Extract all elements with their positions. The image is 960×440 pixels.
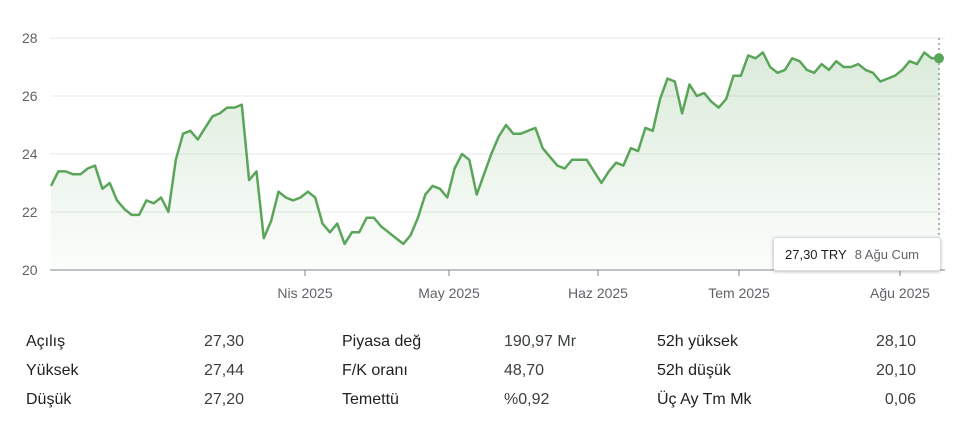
stat-label: Açılış xyxy=(26,333,66,350)
y-tick-label: 28 xyxy=(22,30,38,46)
x-tick-label: Nis 2025 xyxy=(277,285,332,301)
tooltip-date: 8 Ağu Cum xyxy=(854,246,920,262)
stat-label: 52h yüksek xyxy=(657,333,738,350)
stat-label: Düşük xyxy=(26,391,72,408)
hover-tooltip: 27,30 TRY 8 Ağu Cum xyxy=(773,237,941,271)
stat-value: 27,44 xyxy=(203,362,244,379)
x-axis-ticks: Nis 2025 May 2025 Haz 2025 Tem 2025 Ağu 2025 xyxy=(277,270,930,301)
tooltip-price: 27,30 TRY xyxy=(785,246,847,262)
stat-label: Üç Ay Tm Mk xyxy=(657,391,752,408)
price-chart[interactable]: 20 22 24 26 28 Nis 2025 May 2025 Haz 2025 Tem 2… xyxy=(0,0,960,310)
stat-value: 0,06 xyxy=(884,391,916,408)
y-tick-label: 24 xyxy=(22,146,38,162)
stat-label: Temettü xyxy=(342,391,399,408)
x-tick-label: May 2025 xyxy=(418,285,480,301)
stat-value: 20,10 xyxy=(875,362,916,379)
stat-value: %0,92 xyxy=(504,391,550,408)
stat-value: 27,30 xyxy=(203,333,244,350)
y-axis-ticks: 20 22 24 26 28 xyxy=(22,30,38,278)
y-tick-label: 22 xyxy=(22,204,38,220)
y-tick-label: 20 xyxy=(22,262,38,278)
stat-value: 48,70 xyxy=(504,362,545,379)
stat-label: Yüksek xyxy=(26,362,79,379)
stat-value: 28,10 xyxy=(875,333,916,350)
x-tick-label: Haz 2025 xyxy=(568,285,628,301)
x-tick-label: Tem 2025 xyxy=(708,285,770,301)
stat-value: 27,20 xyxy=(203,391,244,408)
x-tick-label: Ağu 2025 xyxy=(870,285,930,301)
stat-label: F/K oranı xyxy=(342,362,408,379)
y-tick-label: 26 xyxy=(22,88,38,104)
price-line xyxy=(49,51,939,246)
stat-label: 52h düşük xyxy=(657,362,731,379)
stat-label: Piyasa değ xyxy=(342,333,422,350)
last-point-marker xyxy=(934,53,944,64)
stat-value: 190,97 Mr xyxy=(504,333,577,350)
